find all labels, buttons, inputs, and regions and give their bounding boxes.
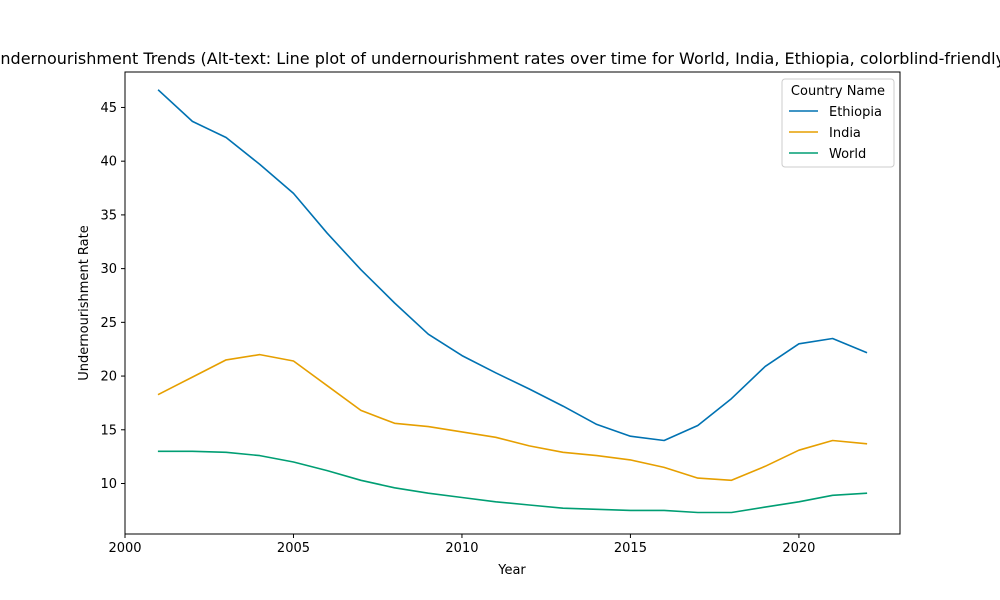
y-axis: 10 15 20 25 30 35 40 45	[100, 101, 125, 492]
y-tick-label: 20	[100, 370, 117, 385]
legend-label-india: India	[829, 126, 861, 141]
chart-title: Undernourishment Trends (Alt-text: Line …	[0, 49, 1000, 68]
y-tick-label: 30	[100, 262, 117, 277]
legend-label-ethiopia: Ethiopia	[829, 105, 882, 120]
y-tick-label: 10	[100, 477, 117, 492]
x-tick-label: 2020	[782, 541, 815, 556]
series-line-world	[157, 450, 868, 514]
legend-title: Country Name	[791, 84, 885, 99]
series-line-ethiopia	[157, 89, 868, 442]
x-tick-label: 2005	[277, 541, 310, 556]
y-tick-label: 25	[100, 316, 117, 331]
series-line-india	[157, 353, 868, 482]
y-tick-label: 40	[100, 155, 117, 170]
axes-frame	[124, 71, 901, 535]
x-tick-label: 2010	[445, 541, 478, 556]
legend: Country Name Ethiopia India World	[781, 78, 895, 168]
plot-area	[157, 89, 868, 514]
y-tick-label: 35	[100, 208, 117, 223]
y-tick-label: 15	[100, 423, 117, 438]
y-axis-label: Undernourishment Rate	[77, 225, 92, 380]
x-axis-label: Year	[497, 563, 526, 578]
legend-box	[781, 78, 895, 168]
y-tick-label: 45	[100, 101, 117, 116]
legend-label-world: World	[829, 147, 866, 162]
x-tick-label: 2015	[614, 541, 647, 556]
x-tick-label: 2000	[108, 541, 141, 556]
x-axis: 2000 2005 2010 2015 2020	[108, 534, 815, 556]
